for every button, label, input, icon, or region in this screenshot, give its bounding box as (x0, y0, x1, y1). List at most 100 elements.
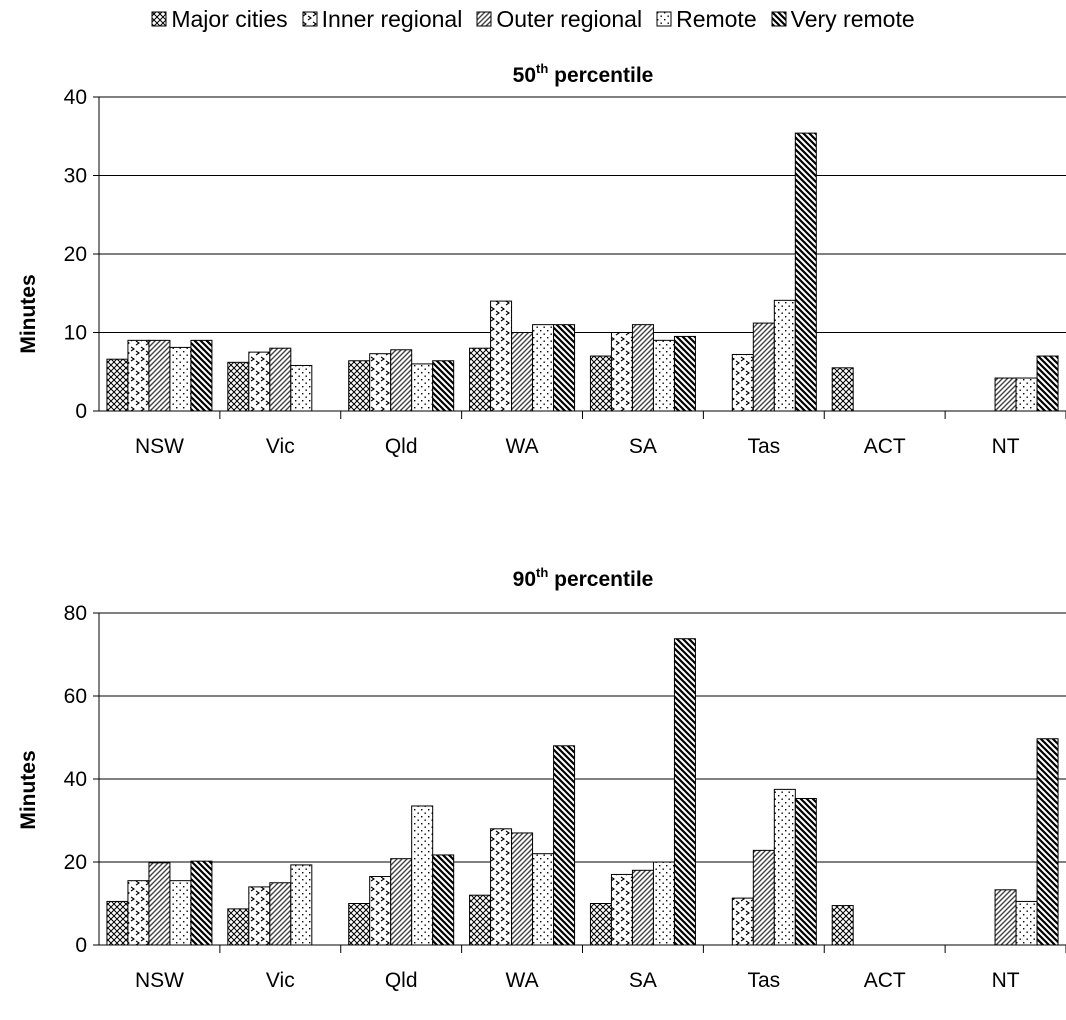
chart-title: 50th percentile (513, 61, 654, 87)
bar-wa-outer-regional (511, 332, 534, 412)
bar-nsw-remote (169, 346, 192, 412)
legend-swatch (656, 11, 672, 27)
bar-wa-major-cities (469, 347, 492, 412)
bar-tas-outer-regional (752, 322, 775, 412)
chart-legend: Major cities Inner regional Outer regional… (0, 4, 1066, 34)
bar-vic-remote (290, 364, 313, 412)
legend-item-remote: Remote (656, 6, 757, 33)
bar-vic-outer-regional (269, 882, 292, 946)
bar-nt-outer-regional (994, 889, 1017, 946)
bar-sa-inner-regional (610, 332, 633, 412)
legend-swatch (151, 11, 167, 27)
bar-act-major-cities (831, 905, 854, 946)
bar-nt-very-remote (1036, 355, 1059, 412)
bar-vic-major-cities (227, 361, 250, 412)
bar-tas-inner-regional (731, 897, 754, 946)
bar-tas-remote (773, 299, 796, 412)
bar-nt-remote (1015, 377, 1038, 412)
legend-swatch (771, 11, 787, 27)
x-tick-label-nt: NT (992, 435, 1020, 458)
bar-vic-outer-regional (269, 347, 292, 412)
y-axis-title: Minutes (17, 274, 40, 353)
bar-wa-inner-regional (490, 828, 513, 946)
x-tick-label-tas: Tas (747, 969, 780, 992)
bar-sa-outer-regional (631, 869, 654, 946)
legend-swatch (476, 11, 492, 27)
bar-vic-major-cities (227, 908, 250, 946)
legend-label: Remote (676, 5, 757, 32)
chart-50th-percentile: 50th percentile Minutes 0 10 20 30 40 NSW Vic Q… (17, 61, 1066, 458)
bar-wa-outer-regional (511, 832, 534, 946)
y-tick-label: 10 (64, 322, 87, 345)
bar-vic-remote (290, 864, 313, 946)
legend-label: Very remote (790, 5, 915, 32)
x-tick-label-qld: Qld (385, 435, 418, 458)
bar-qld-very-remote (432, 854, 455, 946)
x-tick-label-act: ACT (864, 435, 906, 458)
bar-nsw-inner-regional (127, 880, 150, 946)
y-tick-label: 30 (64, 165, 87, 188)
x-tick-label-vic: Vic (266, 435, 295, 458)
y-tick-label: 40 (64, 86, 87, 109)
y-tick-label: 60 (64, 685, 87, 708)
x-tick-label-wa: WA (506, 435, 539, 458)
legend-item-major-cities: Major cities (151, 5, 288, 33)
bar-wa-major-cities (469, 894, 492, 946)
bar-tas-outer-regional (752, 849, 775, 946)
bar-wa-remote (532, 324, 555, 412)
legend-swatch (302, 11, 318, 27)
bar-nsw-very-remote (190, 339, 213, 412)
bar-qld-very-remote (432, 360, 455, 412)
x-tick-label-nsw: NSW (135, 435, 184, 458)
x-tick-label-wa: WA (506, 969, 539, 992)
bar-sa-inner-regional (610, 873, 633, 946)
chart-title: 90th percentile (513, 565, 654, 591)
x-tick-label-tas: Tas (747, 435, 780, 458)
x-tick-label-sa: SA (629, 435, 657, 458)
bar-sa-major-cities (589, 355, 612, 412)
bar-tas-very-remote (794, 132, 817, 412)
bar-sa-very-remote (673, 638, 696, 946)
legend-label: Major cities (171, 5, 288, 32)
y-tick-label: 0 (75, 400, 87, 423)
bar-sa-remote (652, 861, 675, 946)
bar-nt-remote (1015, 900, 1038, 946)
x-tick-label-qld: Qld (385, 969, 418, 992)
y-tick-label: 80 (64, 602, 87, 625)
bar-nsw-outer-regional (148, 862, 171, 946)
y-tick-label: 20 (64, 243, 87, 266)
bar-wa-inner-regional (490, 300, 513, 412)
bar-nsw-major-cities (106, 900, 129, 946)
bar-qld-inner-regional (369, 876, 392, 946)
y-tick-label: 20 (64, 851, 87, 874)
bar-qld-outer-regional (390, 349, 413, 412)
y-axis-title: Minutes (17, 750, 40, 829)
bar-nsw-remote (169, 880, 192, 946)
bar-nsw-outer-regional (148, 339, 171, 412)
y-tick-label: 40 (64, 768, 87, 791)
legend-label: Outer regional (496, 5, 643, 32)
x-tick-label-nsw: NSW (135, 969, 184, 992)
legend-label: Inner regional (321, 5, 463, 32)
bar-nt-very-remote (1036, 738, 1059, 946)
bar-sa-outer-regional (631, 324, 654, 412)
legend-item-very-remote: Very remote (771, 6, 915, 33)
bar-tas-very-remote (794, 798, 817, 946)
bar-qld-remote (411, 805, 434, 946)
legend-item-inner-regional: Inner regional (302, 5, 463, 33)
x-tick-label-nt: NT (992, 969, 1020, 992)
bar-tas-inner-regional (731, 353, 754, 412)
bar-nt-outer-regional (994, 377, 1017, 412)
x-tick-label-act: ACT (864, 969, 906, 992)
bar-qld-major-cities (348, 360, 371, 412)
bar-nsw-major-cities (106, 358, 129, 412)
x-tick-label-sa: SA (629, 969, 657, 992)
chart-90th-percentile: 90th percentile Minutes 0 20 40 60 80 NSW Vic Q… (17, 565, 1066, 992)
bar-nsw-very-remote (190, 860, 213, 946)
bar-qld-outer-regional (390, 858, 413, 946)
bar-wa-remote (532, 853, 555, 946)
bar-sa-very-remote (673, 335, 696, 412)
bar-tas-remote (773, 788, 796, 946)
bar-vic-inner-regional (248, 886, 271, 946)
bar-sa-remote (652, 339, 675, 412)
